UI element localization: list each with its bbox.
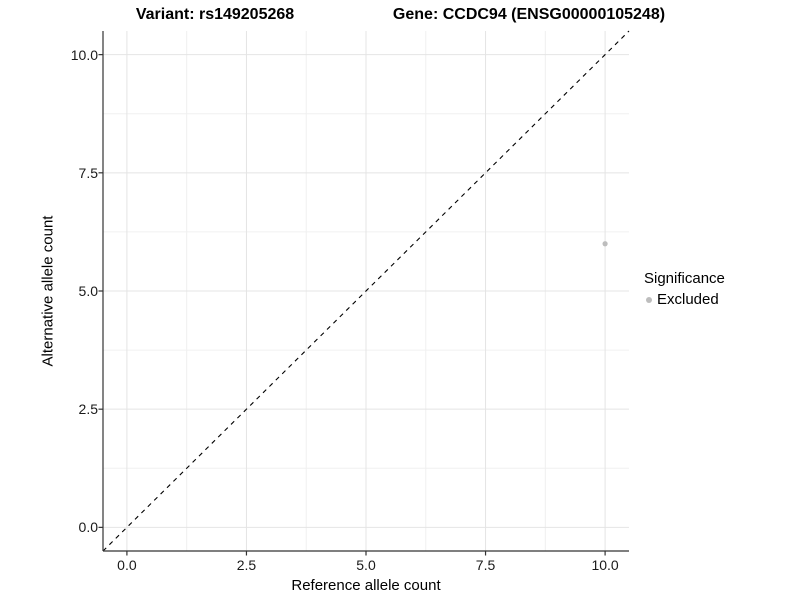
x-tick-label: 5.0: [356, 557, 376, 573]
x-tick-label: 10.0: [591, 557, 619, 573]
y-tick-label: 0.0: [78, 519, 98, 536]
data-point: [602, 241, 608, 247]
y-tick-label: 7.5: [78, 164, 98, 181]
y-tick-label: 2.5: [78, 401, 98, 418]
legend-item-excluded: Excluded: [644, 291, 725, 308]
x-tick-label: 2.5: [236, 557, 257, 573]
y-tick-label: 5.0: [78, 283, 98, 299]
legend: Significance Excluded: [644, 270, 725, 308]
y-tick-label: 10.0: [70, 46, 98, 63]
variant-title: Variant: rs149205268: [135, 6, 295, 23]
x-tick-label: 0.0: [117, 557, 137, 573]
legend-item-label: Excluded: [657, 291, 719, 308]
legend-title: Significance: [644, 270, 725, 287]
x-axis-title: Reference allele count: [291, 577, 441, 594]
excluded-point-icon: [646, 296, 652, 303]
identity-dashed-line: [102, 30, 630, 552]
gene-title: Gene: CCDC94 (ENSG00000105248): [392, 6, 666, 23]
x-tick-label: 7.5: [475, 557, 496, 573]
